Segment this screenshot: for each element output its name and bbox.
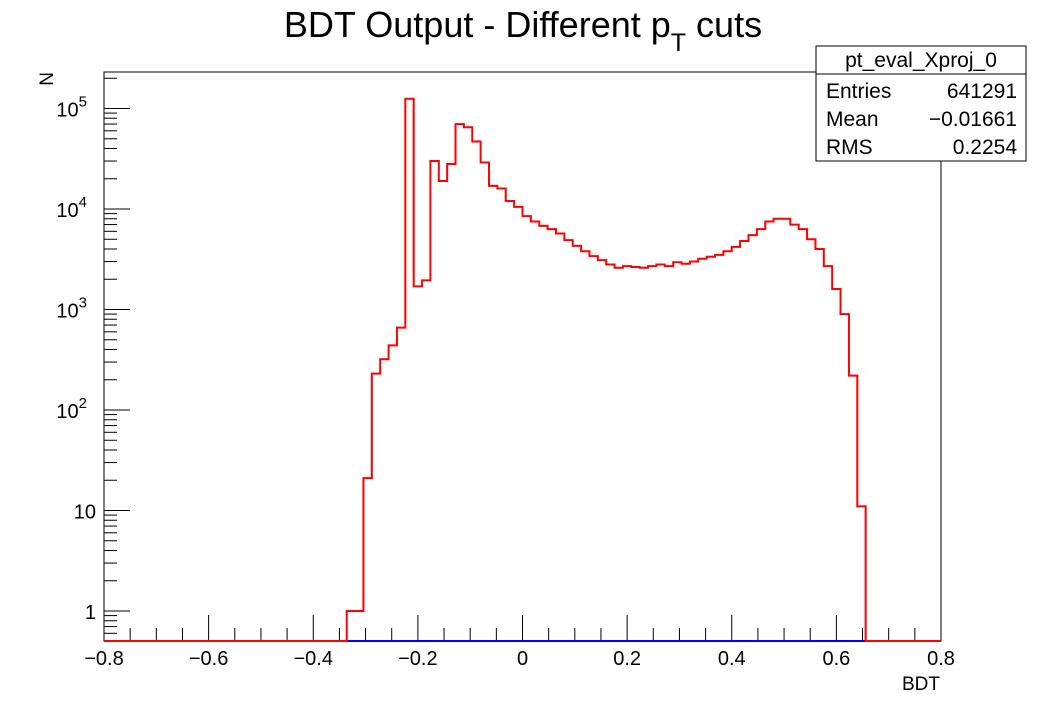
stats-entries-label: Entries (826, 80, 891, 103)
chart-title: BDT Output - Different pT cuts (284, 4, 762, 57)
x-axis-title: BDT (902, 674, 940, 695)
y-axis-major-ticks (104, 108, 130, 612)
x-tick-label: 0.8 (927, 648, 955, 670)
y-axis-minor-ticks (104, 77, 117, 634)
stats-mean-value: −0.01661 (929, 108, 1017, 131)
stats-box-name: pt_eval_Xproj_0 (845, 49, 997, 72)
x-tick-label: 0.4 (718, 648, 746, 670)
stats-mean-label: Mean (826, 108, 879, 131)
stats-box-frame (815, 45, 1027, 162)
y-tick-label: 105 (56, 94, 87, 122)
stats-entries-value: 641291 (947, 80, 1017, 103)
x-axis-ticks (103, 615, 942, 641)
stats-box: pt_eval_Xproj_0 Entries 641291 Mean −0.0… (815, 45, 1027, 162)
y-tick-label: 102 (56, 395, 87, 423)
x-tick-label: 0.2 (613, 648, 641, 670)
x-tick-label: −0.8 (84, 648, 123, 670)
y-tick-label: 103 (56, 295, 87, 323)
histogram-series-red (104, 97, 941, 642)
y-axis-tick-labels: 1 10 102 103 104 105 (56, 94, 96, 625)
stats-rms-label: RMS (826, 136, 873, 159)
x-axis-tick-labels: −0.8 −0.6 −0.4 −0.2 0 0.2 0.4 0.6 0.8 (84, 648, 955, 670)
x-tick-label: −0.4 (294, 648, 333, 670)
plot-frame (103, 71, 942, 642)
y-tick-label: 1 (85, 602, 96, 624)
x-tick-label: −0.2 (398, 648, 437, 670)
y-axis-title: N (37, 72, 58, 86)
y-tick-label: 104 (56, 194, 87, 222)
chart-title-subscript: T (671, 29, 686, 57)
x-tick-label: 0 (517, 648, 528, 670)
y-tick-label: 10 (74, 502, 96, 524)
x-tick-label: 0.6 (822, 648, 850, 670)
x-tick-label: −0.6 (189, 648, 228, 670)
stats-rms-value: 0.2254 (953, 136, 1018, 159)
